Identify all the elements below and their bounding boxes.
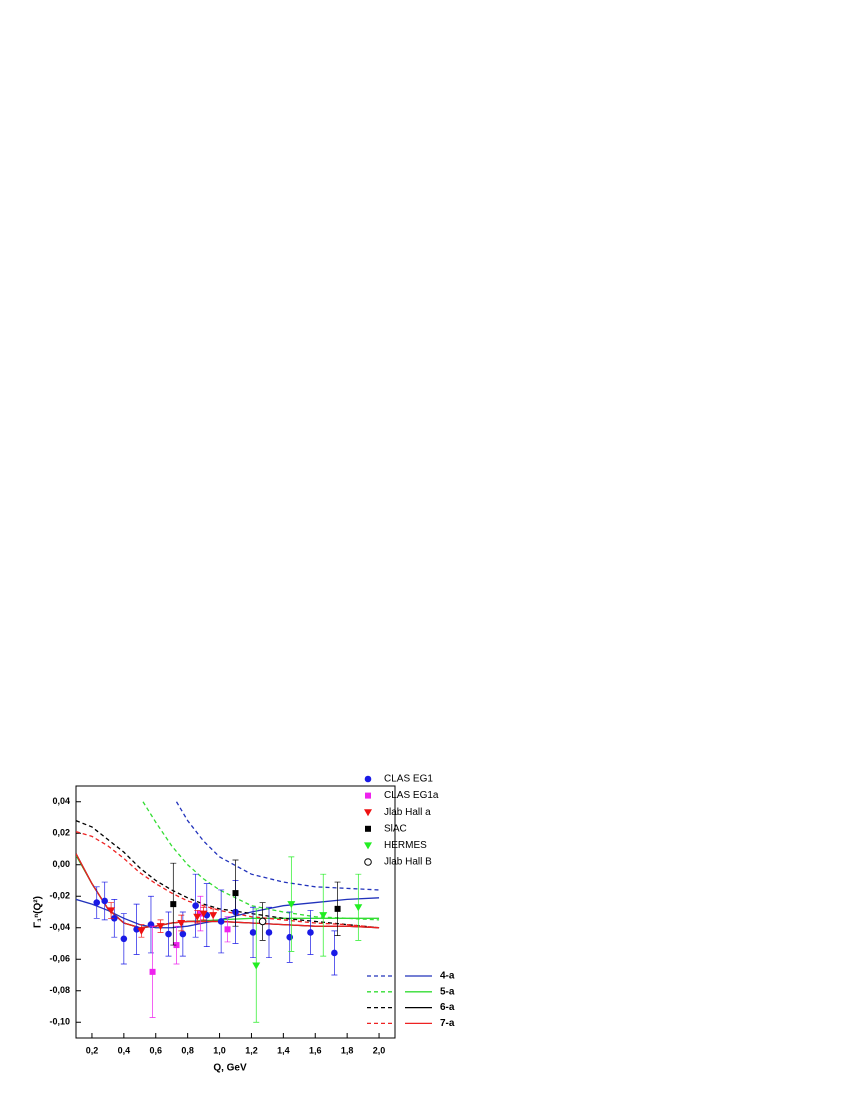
point <box>286 933 294 941</box>
point <box>197 910 204 917</box>
point <box>120 935 128 943</box>
point <box>209 912 218 920</box>
point <box>252 962 261 970</box>
point <box>101 897 109 905</box>
y-tick-label: -0,04 <box>49 922 70 932</box>
legend-marker <box>365 792 371 799</box>
legend-label: CLAS EG1a <box>384 790 439 801</box>
y-axis-label: Γ₁ⁿ(Q²) <box>33 896 44 928</box>
x-tick-label: 0,4 <box>118 1045 131 1055</box>
point <box>232 890 239 897</box>
legend-label: HERMES <box>384 840 427 851</box>
point <box>217 918 225 925</box>
legend-label: CLAS EG1 <box>384 774 433 785</box>
point <box>249 929 257 936</box>
point <box>110 915 118 922</box>
point <box>258 917 267 926</box>
legend-marker <box>364 842 372 850</box>
x-tick-label: 1,2 <box>245 1045 258 1055</box>
point <box>224 926 231 933</box>
point <box>319 912 328 920</box>
point <box>147 921 155 928</box>
dashed-curve <box>142 801 380 921</box>
x-tick-label: 1,4 <box>277 1045 290 1055</box>
plot-frame <box>75 785 396 1039</box>
point <box>165 930 172 938</box>
legend-label: 4-a <box>440 971 455 982</box>
x-tick-label: 0,8 <box>181 1045 194 1055</box>
legend-label: Jlab Hall a <box>384 807 431 818</box>
point <box>331 949 338 957</box>
point <box>307 929 314 936</box>
y-tick-label: 0,02 <box>52 828 70 838</box>
point <box>354 904 363 912</box>
point <box>193 913 202 921</box>
point <box>334 905 341 912</box>
point <box>93 899 101 906</box>
dashed-curve <box>76 820 380 929</box>
y-tick-label: -0,06 <box>49 954 70 964</box>
legend-label: Jlab Hall B <box>384 857 432 868</box>
x-tick-label: 0,2 <box>86 1045 99 1055</box>
legend-label: 5-a <box>440 986 455 997</box>
x-tick-label: 2,0 <box>373 1045 386 1055</box>
y-tick-label: 0,00 <box>52 859 70 869</box>
point <box>149 968 156 975</box>
x-tick-label: 1,0 <box>213 1045 226 1055</box>
legend-marker <box>364 858 372 866</box>
y-tick-label: -0,10 <box>49 1017 70 1027</box>
legend-marker <box>364 809 372 817</box>
point <box>179 930 187 938</box>
point <box>107 907 116 915</box>
x-axis-label: Q, GeV <box>213 1063 247 1074</box>
y-tick-label: 0,04 <box>52 796 70 806</box>
point <box>170 901 177 908</box>
point <box>173 942 180 949</box>
point <box>133 926 140 933</box>
point <box>137 927 146 935</box>
point <box>156 923 165 931</box>
legend-label: SlAC <box>384 823 407 834</box>
legend-marker <box>365 825 371 832</box>
point <box>287 901 296 909</box>
point <box>199 910 208 918</box>
legend-label: 6-a <box>440 1002 455 1013</box>
point <box>177 920 186 928</box>
x-tick-label: 1,8 <box>341 1045 354 1055</box>
y-tick-label: -0,08 <box>49 985 70 995</box>
dashed-curve <box>175 801 380 891</box>
point <box>192 902 199 909</box>
legend-label: 7-a <box>440 1018 455 1029</box>
legend-marker <box>364 775 372 783</box>
point <box>265 929 273 936</box>
y-tick-label: -0,02 <box>49 891 70 901</box>
x-tick-label: 1,6 <box>309 1045 322 1055</box>
x-tick-label: 0,6 <box>149 1045 162 1055</box>
